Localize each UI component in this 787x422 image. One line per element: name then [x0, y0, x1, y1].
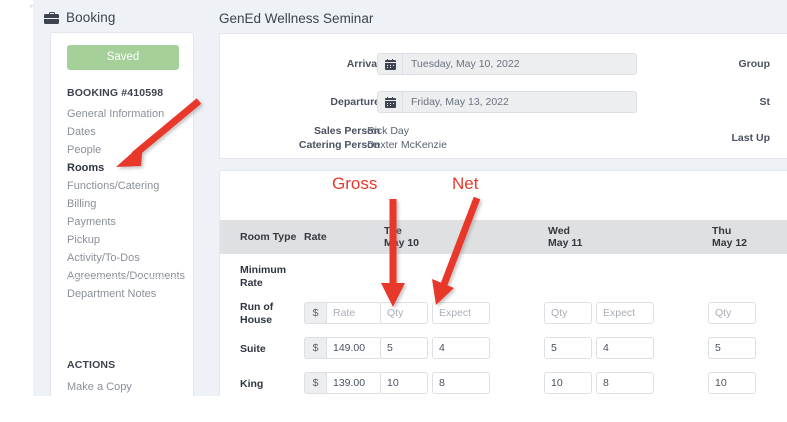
row-label-line1: Run of: [240, 301, 274, 313]
column-header-day2: Wed May 11: [548, 225, 582, 249]
expect-input-run-of-house-day2[interactable]: [596, 302, 654, 324]
catering-person-value: Dexter McKenzie: [367, 139, 447, 151]
currency-symbol: $: [304, 302, 326, 324]
sidebar-action-make-a-copy[interactable]: Make a Copy: [67, 381, 132, 393]
left-gutter: ⌐: [0, 0, 36, 396]
sidebar-item-billing[interactable]: Billing: [67, 198, 97, 210]
column-header-day1-date: May 10: [384, 237, 420, 249]
departure-date-value: Friday, May 13, 2022: [411, 96, 509, 108]
sidebar-divider: [67, 277, 179, 278]
qty-input-run-of-house-day3[interactable]: [708, 302, 756, 324]
status-label: St: [759, 96, 771, 108]
rate-input-group-row-king[interactable]: $: [304, 372, 382, 394]
qty-input-run-of-house-day1[interactable]: [380, 302, 428, 324]
sidebar-item-agreements-documents[interactable]: Agreements/Documents: [67, 270, 185, 282]
column-header-day1-dow: Tue: [384, 225, 402, 237]
departure-label: Departure: [330, 96, 380, 108]
sidebar-actions-heading: ACTIONS: [67, 359, 116, 371]
sidebar-header: Booking: [44, 10, 116, 25]
row-label-line1: King: [240, 378, 264, 390]
expect-input-run-of-house-day1[interactable]: [432, 302, 490, 324]
column-header-room-type: Room Type: [240, 231, 297, 243]
expect-input-king-day2[interactable]: [596, 372, 654, 394]
sidebar-item-department-notes[interactable]: Department Notes: [67, 288, 157, 300]
room-grid-header-row: Room Type Rate Tue May 10 Wed May 11 Thu…: [220, 220, 787, 254]
calendar-icon: [378, 92, 403, 112]
sales-person-value: Rick Day: [367, 125, 410, 137]
expect-input-suite-day1[interactable]: [432, 337, 490, 359]
last-updated-label: Last Up: [731, 132, 770, 144]
arrival-date-value: Tuesday, May 10, 2022: [411, 58, 520, 70]
currency-symbol: $: [304, 372, 326, 394]
qty-input-king-day2[interactable]: [544, 372, 592, 394]
row-label-line2: House: [240, 314, 273, 326]
rate-input-run-of-house[interactable]: [326, 302, 382, 324]
sidebar-panel: Saved BOOKING #410598 General Informatio…: [50, 32, 194, 396]
row-label-line1: Suite: [240, 343, 266, 355]
rate-input-king[interactable]: [326, 372, 382, 394]
table-row: Minimum Rate: [240, 264, 286, 290]
currency-symbol: $: [304, 337, 326, 359]
group-label: Group: [738, 58, 771, 70]
column-header-day2-dow: Wed: [548, 225, 570, 237]
column-header-day3: Thu May 12: [712, 225, 747, 249]
rate-input-suite[interactable]: [326, 337, 382, 359]
calendar-icon: [378, 54, 403, 74]
sidebar-item-activity-todos[interactable]: Activity/To-Dos: [67, 252, 140, 264]
expect-input-suite-day2[interactable]: [596, 337, 654, 359]
sidebar-title: Booking: [66, 10, 116, 25]
briefcase-icon: [44, 11, 59, 24]
column-header-day2-date: May 11: [548, 237, 583, 249]
sidebar-item-general-information[interactable]: General Information: [67, 108, 165, 120]
table-row: Suite: [240, 343, 266, 356]
qty-input-king-day1[interactable]: [380, 372, 428, 394]
sidebar-nav: General Information Dates People Rooms F…: [67, 105, 192, 303]
sidebar-item-pickup[interactable]: Pickup: [67, 234, 101, 246]
sales-person-label: Sales Person: [314, 125, 380, 137]
saved-button[interactable]: Saved: [67, 45, 179, 70]
column-header-day1: Tue May 10: [384, 225, 419, 249]
qty-input-king-day3[interactable]: [708, 372, 756, 394]
column-header-rate: Rate: [304, 231, 327, 243]
qty-input-suite-day3[interactable]: [708, 337, 756, 359]
expect-input-king-day1[interactable]: [432, 372, 490, 394]
departure-date-input[interactable]: Friday, May 13, 2022: [377, 91, 637, 113]
column-header-day3-date: May 12: [712, 237, 748, 249]
table-row: Run of House: [240, 301, 273, 327]
arrival-label: Arrival: [346, 58, 380, 70]
row-label-line2: Rate: [240, 277, 263, 289]
table-row: King: [240, 378, 263, 391]
arrival-date-input[interactable]: Tuesday, May 10, 2022: [377, 53, 637, 75]
row-label-line1: Minimum: [240, 264, 287, 276]
sidebar-item-payments[interactable]: Payments: [67, 216, 116, 228]
qty-input-run-of-house-day2[interactable]: [544, 302, 592, 324]
booking-summary-card: Arrival Tuesday, May 10, 2022 Departure: [219, 33, 787, 159]
qty-input-suite-day2[interactable]: [544, 337, 592, 359]
catering-person-label: Catering Person: [298, 139, 380, 151]
rate-input-group-row-suite[interactable]: $: [304, 337, 382, 359]
sidebar-item-rooms[interactable]: Rooms: [67, 162, 105, 174]
sidebar-actions-list: Make a Copy Print Booking Information: [67, 378, 193, 396]
booking-number: BOOKING #410598: [67, 87, 164, 99]
qty-input-suite-day1[interactable]: [380, 337, 428, 359]
column-header-day3-dow: Thu: [712, 225, 732, 237]
rate-input-group-row-run-of-house[interactable]: $: [304, 302, 382, 324]
sidebar-item-dates[interactable]: Dates: [67, 126, 96, 138]
page-title: GenEd Wellness Seminar: [219, 11, 374, 26]
sidebar-item-people[interactable]: People: [67, 144, 102, 156]
room-grid-card: Room Type Rate Tue May 10 Wed May 11 Thu…: [219, 170, 787, 396]
sidebar-item-functions-catering[interactable]: Functions/Catering: [67, 180, 160, 192]
